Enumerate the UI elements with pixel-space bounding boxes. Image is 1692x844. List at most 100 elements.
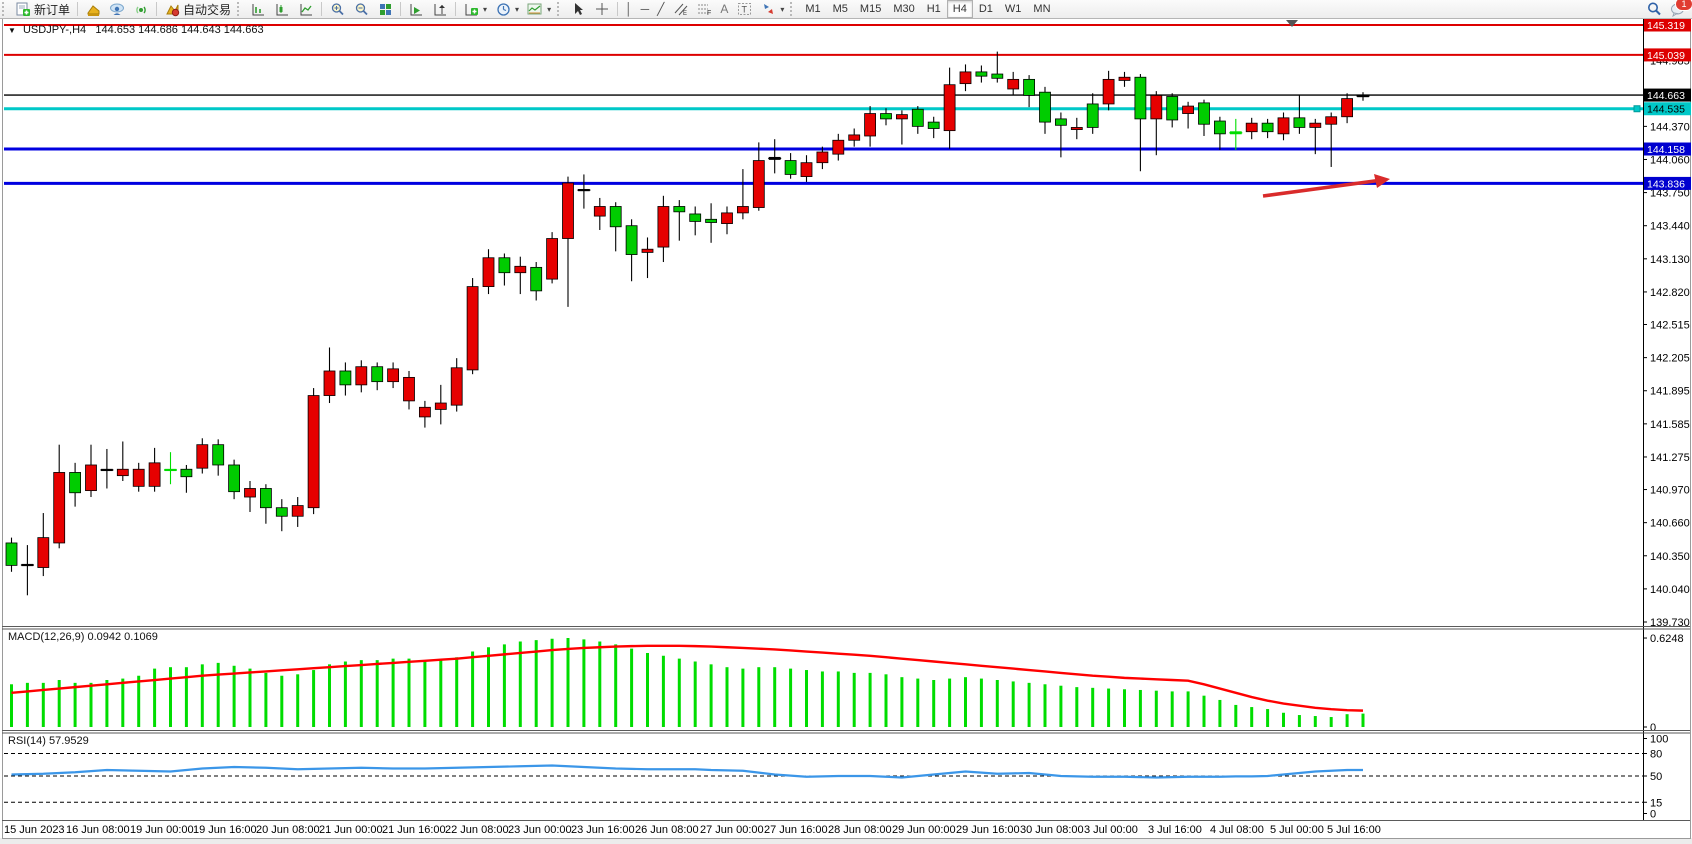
chart-title: ▼ USDJPY-,H4 144.653 144.686 144.643 144…: [8, 24, 264, 36]
svg-text:0: 0: [1650, 809, 1656, 821]
bar-chart-icon: [250, 1, 266, 17]
indicators-icon: [463, 1, 479, 17]
hline-icon: ─: [640, 2, 650, 16]
timeframe-w1[interactable]: W1: [1004, 3, 1022, 15]
crosshair-tool-button[interactable]: [590, 1, 614, 17]
vline-tool-button[interactable]: │: [621, 1, 637, 17]
svg-text:19 Jun 00:00: 19 Jun 00:00: [130, 824, 194, 836]
hline-tool-button[interactable]: ─: [637, 1, 654, 17]
autotrading-button[interactable]: 自动交易: [160, 1, 235, 17]
annotation-arrow[interactable]: [1262, 178, 1383, 198]
tile-windows-icon: [377, 1, 393, 17]
svg-text:145.039: 145.039: [1647, 50, 1685, 62]
svg-text:145.319: 145.319: [1647, 20, 1685, 32]
timeframe-h1[interactable]: H1: [926, 3, 941, 15]
collapse-triangle-icon[interactable]: ▼: [8, 26, 16, 35]
svg-text:3 Jul 00:00: 3 Jul 00:00: [1084, 824, 1138, 836]
chart-shift-button[interactable]: [428, 1, 452, 17]
autotrading-label: 自动交易: [183, 2, 232, 17]
svg-text:143.440: 143.440: [1650, 221, 1690, 233]
channel-tool-button[interactable]: E: [668, 1, 692, 17]
annotation-arrowhead[interactable]: [1374, 174, 1390, 188]
dropdown-icon: ▾: [515, 4, 520, 14]
zoom-out-icon: [353, 1, 369, 17]
zoom-in-icon: [329, 1, 345, 17]
svg-text:21 Jun 16:00: 21 Jun 16:00: [382, 824, 446, 836]
timeframe-mn[interactable]: MN: [1033, 3, 1051, 15]
svg-text:F: F: [707, 10, 711, 16]
cloud-user-icon: [109, 1, 125, 17]
chart-shift-icon: [432, 1, 448, 17]
clock-icon: [495, 1, 511, 17]
svg-text:140.970: 140.970: [1650, 485, 1690, 497]
line-handle[interactable]: [1633, 105, 1641, 113]
candlestick-icon: [274, 1, 290, 17]
indicators-button[interactable]: ▾: [459, 1, 491, 17]
line-chart-button[interactable]: [294, 1, 318, 17]
separator: [400, 2, 402, 16]
svg-text:141.895: 141.895: [1650, 386, 1690, 398]
channel-icon: E: [672, 1, 688, 17]
separator: [321, 2, 323, 16]
chart-shift-marker[interactable]: [1286, 20, 1298, 27]
new-order-label: 新订单: [34, 2, 71, 17]
search-icon[interactable]: [1646, 1, 1662, 17]
timeframe-h4[interactable]: H4: [946, 0, 973, 18]
svg-text:23 Jun 00:00: 23 Jun 00:00: [508, 824, 572, 836]
svg-text:50: 50: [1650, 771, 1662, 783]
templates-button[interactable]: ▾: [523, 1, 555, 17]
time-axis[interactable]: 15 Jun 2023 16 Jun 08:00 19 Jun 00:00 19 Ju…: [2, 820, 1690, 837]
price-axis[interactable]: 145.295144.985144.675144.370144.060143.7…: [1643, 18, 1691, 821]
cursor-tool-button[interactable]: [566, 1, 590, 17]
svg-text:142.205: 142.205: [1650, 353, 1690, 365]
symbol-period-label: USDJPY-,H4: [22, 24, 87, 36]
zoom-out-button[interactable]: [349, 1, 373, 17]
separator: [455, 2, 457, 16]
toolbar-right: 1: [1646, 0, 1692, 17]
fibonacci-icon: F: [696, 1, 712, 17]
periods-button[interactable]: ▾: [491, 1, 523, 17]
community-button[interactable]: [105, 1, 129, 17]
timeframe-group: M1 M5 M15 M30 H1 H4 D1 W1 MN: [799, 0, 1056, 18]
auto-scroll-button[interactable]: [404, 1, 428, 17]
trendline-tool-button[interactable]: ╱: [653, 1, 668, 17]
timeframe-d1[interactable]: D1: [978, 3, 993, 15]
label-tool-button[interactable]: T: [732, 1, 756, 17]
svg-text:4 Jul 08:00: 4 Jul 08:00: [1210, 824, 1264, 836]
toolbar-grip[interactable]: [790, 2, 797, 16]
fibonacci-tool-button[interactable]: F: [692, 1, 716, 17]
bar-chart-button[interactable]: [246, 1, 270, 17]
new-order-button[interactable]: 新订单: [11, 1, 74, 17]
svg-text:144.535: 144.535: [1647, 104, 1685, 116]
timeframe-m5[interactable]: M5: [832, 3, 848, 15]
svg-text:20 Jun 08:00: 20 Jun 08:00: [256, 824, 320, 836]
svg-text:27 Jun 16:00: 27 Jun 16:00: [764, 824, 828, 836]
auto-scroll-icon: [408, 1, 424, 17]
timeframe-m30[interactable]: M30: [893, 3, 915, 15]
macd-pane[interactable]: [10, 638, 1365, 727]
rsi-pane[interactable]: [4, 753, 1643, 803]
toolbar-grip[interactable]: [2, 2, 9, 16]
template-icon: [527, 1, 543, 17]
dropdown-icon: ▾: [547, 4, 552, 14]
svg-text:29 Jun 16:00: 29 Jun 16:00: [956, 824, 1020, 836]
timeframe-m15[interactable]: M15: [859, 3, 882, 15]
arrows-tool-button[interactable]: ▾: [756, 1, 788, 17]
svg-text:143.750: 143.750: [1650, 188, 1690, 200]
zoom-in-button[interactable]: [325, 1, 349, 17]
text-tool-button[interactable]: A: [716, 1, 732, 17]
svg-text:144.663: 144.663: [1647, 90, 1685, 102]
candlestick-button[interactable]: [270, 1, 294, 17]
level-lines[interactable]: [4, 24, 1643, 185]
toolbar-grip[interactable]: [557, 2, 564, 16]
market-button[interactable]: [81, 1, 105, 17]
timeframe-m1[interactable]: M1: [805, 3, 821, 15]
tile-windows-button[interactable]: [373, 1, 397, 17]
signals-button[interactable]: [129, 1, 153, 17]
toolbar-grip[interactable]: [237, 2, 244, 16]
svg-text:3 Jul 16:00: 3 Jul 16:00: [1148, 824, 1202, 836]
rsi-pane-label: RSI(14) 57.9529: [8, 735, 89, 747]
chat-icon[interactable]: 1: [1670, 0, 1692, 17]
